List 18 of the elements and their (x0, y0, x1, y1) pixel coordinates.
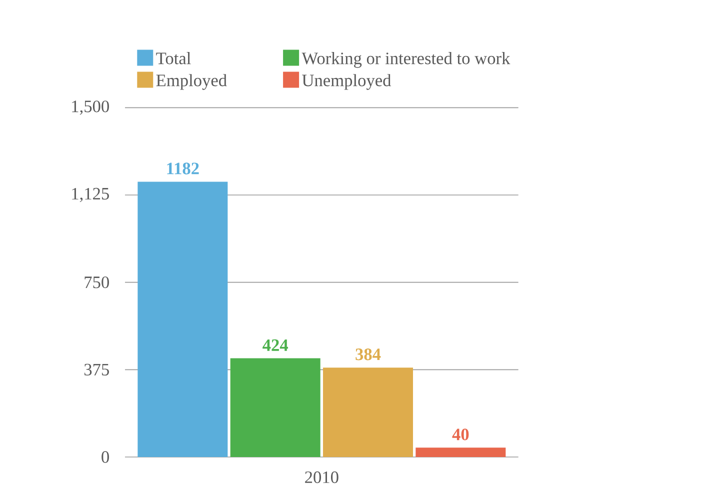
y-tick-label: 750 (84, 276, 109, 288)
data-label: 384 (356, 348, 381, 360)
legend-label: Employed (156, 74, 227, 90)
legend-label: Unemployed (302, 74, 392, 90)
y-tick-label: 375 (84, 364, 109, 376)
bar (230, 358, 320, 457)
data-label: 1182 (167, 162, 199, 174)
x-tick-label: 2010 (305, 471, 338, 484)
legend-label: Working or interested to work (302, 52, 510, 68)
data-label: 424 (262, 339, 288, 351)
y-tick-label: 1,125 (72, 188, 109, 202)
legend-label: Total (156, 52, 191, 64)
bar (138, 182, 228, 457)
data-label: 40 (452, 428, 469, 440)
bar (323, 368, 413, 457)
y-tick-label: 0 (102, 451, 109, 463)
bar (416, 448, 506, 457)
y-tick-label: 1,500 (72, 100, 109, 115)
